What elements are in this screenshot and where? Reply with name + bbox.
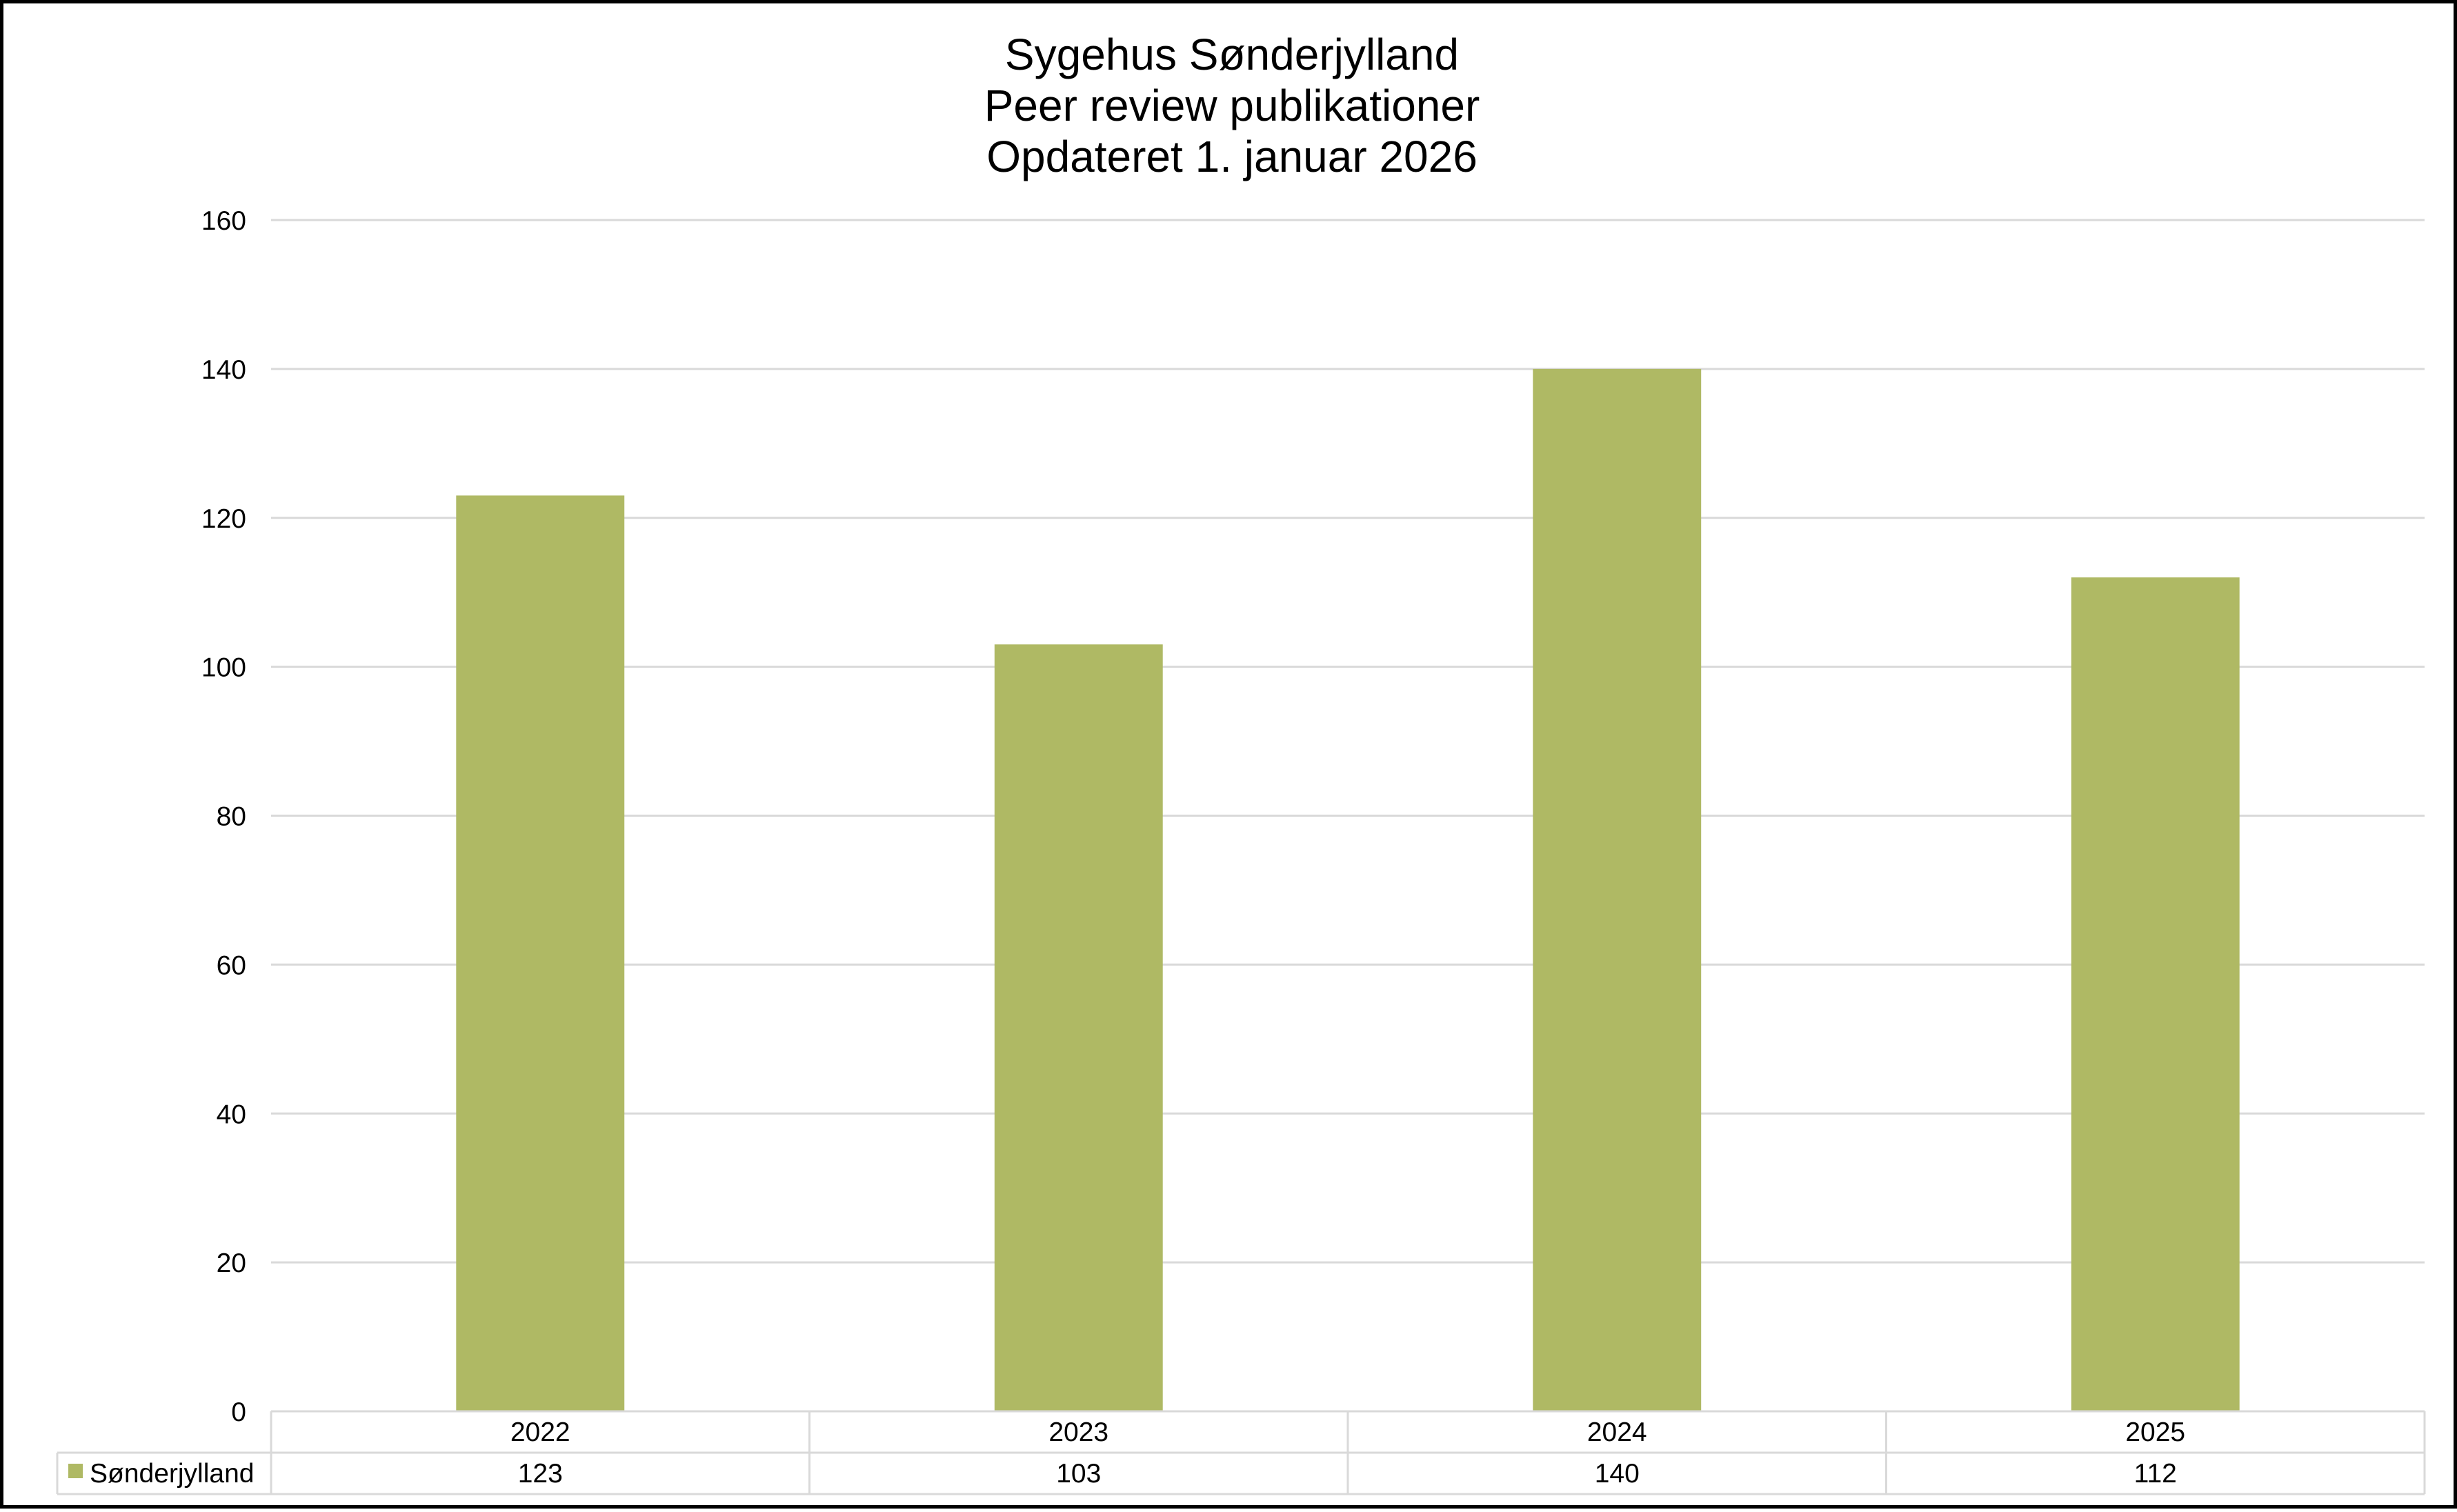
bar-2024 xyxy=(1533,368,1702,1411)
chart-title-line-3: Opdateret 1. januar 2026 xyxy=(986,132,1478,181)
bar-2025 xyxy=(2071,577,2240,1411)
y-tick-label: 100 xyxy=(201,653,246,683)
data-table-value: 103 xyxy=(1056,1459,1101,1489)
legend-swatch xyxy=(68,1464,83,1478)
data-table: 2022 2023 2024 2025 123 103 140 112 Sønderjyllan… xyxy=(56,1410,2426,1495)
y-tick-label: 80 xyxy=(217,802,246,832)
bar-chart: Sygehus Sønderjylland Peer review publik… xyxy=(56,30,2426,1495)
y-tick-label: 0 xyxy=(231,1397,246,1427)
data-table-value: 140 xyxy=(1595,1459,1640,1489)
y-tick-label: 60 xyxy=(217,951,246,980)
y-axis-tick-labels: 0 20 40 60 80 100 120 140 160 xyxy=(201,206,246,1427)
chart-title-line-1: Sygehus Sønderjylland xyxy=(1005,30,1459,79)
x-tick-label: 2023 xyxy=(1048,1418,1108,1447)
data-table-value: 123 xyxy=(518,1459,563,1489)
data-table-value: 112 xyxy=(2134,1459,2177,1489)
legend-label: Sønderjylland xyxy=(90,1459,254,1489)
y-tick-label: 160 xyxy=(201,206,246,236)
y-tick-label: 140 xyxy=(201,355,246,385)
bars xyxy=(456,368,2240,1411)
chart-title: Sygehus Sønderjylland Peer review publik… xyxy=(984,30,1480,181)
y-tick-label: 40 xyxy=(217,1100,246,1129)
y-tick-label: 120 xyxy=(201,504,246,534)
chart-title-line-2: Peer review publikationer xyxy=(984,81,1480,130)
x-tick-label: 2025 xyxy=(2125,1418,2185,1447)
x-tick-label: 2022 xyxy=(510,1418,570,1447)
x-tick-label: 2024 xyxy=(1587,1418,1647,1447)
y-tick-label: 20 xyxy=(217,1249,246,1278)
bar-2022 xyxy=(456,495,625,1411)
gridlines xyxy=(271,219,2425,1264)
bar-2023 xyxy=(994,644,1163,1411)
